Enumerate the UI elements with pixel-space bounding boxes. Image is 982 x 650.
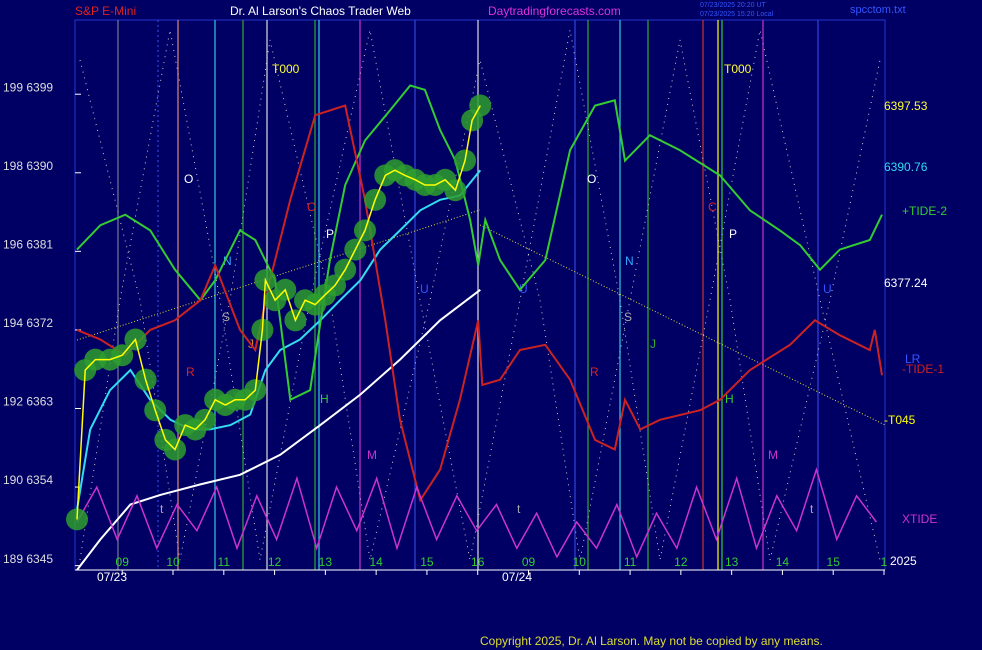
- y-tick-label: 190 6354: [3, 473, 53, 487]
- right-label: 6377.24: [884, 276, 928, 290]
- x-tick-label: 1: [881, 555, 888, 569]
- cycle-letter: U: [823, 282, 832, 296]
- y-tick-label: 198 6390: [3, 159, 53, 173]
- x-tick-label: 09: [116, 555, 130, 569]
- x-tick-label: 14: [776, 555, 790, 569]
- right-label: 6390.76: [884, 160, 928, 174]
- x-tick-label: 10: [166, 555, 180, 569]
- timestamp: 07/23/2025 15:20 Local: [700, 11, 774, 18]
- cycle-letter: J: [650, 337, 656, 351]
- cycle-letter: T000: [272, 62, 300, 76]
- x-tick-label: 09: [522, 555, 536, 569]
- cycle-letter: M: [768, 448, 778, 462]
- y-tick-label: 196 6381: [3, 238, 53, 252]
- x-tick-label: 15: [420, 555, 434, 569]
- cycle-letter: t: [517, 502, 521, 516]
- right-label: -T045: [884, 413, 916, 427]
- cycle-lines: [79, 29, 881, 561]
- cycle-letter: H: [725, 392, 734, 406]
- series-line: [76, 105, 481, 520]
- cycle-letter: N: [625, 254, 634, 268]
- cycle-letter: P: [326, 227, 334, 241]
- timestamp: 07/23/2025 20:20 UT: [700, 2, 766, 9]
- series-name: XTIDE: [902, 512, 937, 526]
- cycle-letter: U: [519, 282, 528, 296]
- series-line: [76, 467, 877, 559]
- x-tick-label: 14: [369, 555, 383, 569]
- cycle-letter: t: [810, 502, 814, 516]
- cycle-letter: T000: [724, 62, 752, 76]
- cycle-letter: C: [708, 200, 717, 214]
- series-line: [76, 104, 883, 503]
- x-tick-label: 12: [268, 555, 282, 569]
- right-label: LR: [905, 352, 921, 366]
- series-line: [76, 289, 481, 571]
- cycle-letter: S: [624, 310, 632, 324]
- x-tick-label: 11: [624, 555, 637, 569]
- header-left: S&P E-Mini: [75, 4, 136, 18]
- y-tick-label: 199 6399: [3, 80, 53, 94]
- date-label: 07/24: [502, 570, 532, 584]
- right-label: 2025: [890, 554, 917, 568]
- cycle-letter: R: [186, 365, 195, 379]
- copyright: Copyright 2025, Dr. Al Larson. May not b…: [480, 634, 823, 648]
- cycle-letter: N: [223, 254, 232, 268]
- x-tick-label: 10: [573, 555, 587, 569]
- cycle-letter: S: [222, 310, 230, 324]
- cycle-letter: U: [420, 282, 429, 296]
- y-tick-label: 194 6372: [3, 316, 53, 330]
- x-tick-label: 15: [827, 555, 841, 569]
- x-tick-label: 13: [319, 555, 333, 569]
- y-tick-label: 192 6363: [3, 395, 53, 409]
- cycle-letter: t: [160, 502, 164, 516]
- x-tick-label: 11: [218, 555, 231, 569]
- cycle-letter: O: [184, 172, 193, 186]
- trend-line: [479, 224, 886, 426]
- price-highlight: [469, 94, 492, 117]
- y-tick-label: 189 6345: [3, 552, 53, 566]
- cycle-letter: H: [320, 392, 329, 406]
- cycle-letter: M: [367, 448, 377, 462]
- x-tick-label: 12: [674, 555, 688, 569]
- date-label: 07/23: [97, 570, 127, 584]
- x-tick-label: 16: [471, 555, 485, 569]
- series-name: +TIDE-2: [902, 204, 947, 218]
- file-name: spcctom.txt: [850, 4, 906, 16]
- cycle-letter: P: [729, 227, 737, 241]
- x-tick-label: 13: [725, 555, 739, 569]
- header-title: Dr. Al Larson's Chaos Trader Web: [230, 4, 411, 18]
- cycle-letter: O: [587, 172, 596, 186]
- series-name: -TIDE-1: [902, 362, 944, 376]
- cycle-letter: R: [590, 365, 599, 379]
- header-site: Daytradingforecasts.com: [488, 4, 621, 18]
- cycle-letter: C: [307, 200, 316, 214]
- right-label: 6397.53: [884, 99, 928, 113]
